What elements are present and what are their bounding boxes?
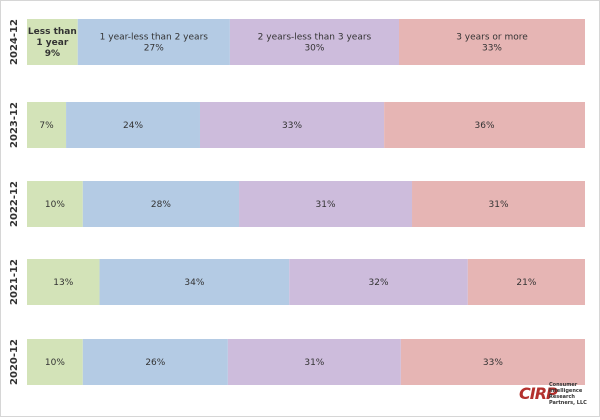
data-label: 32% xyxy=(369,278,389,288)
bar-segment xyxy=(27,339,83,385)
category-label: 2023-12 xyxy=(9,102,20,148)
data-label: 13% xyxy=(53,278,73,288)
bar-segment xyxy=(467,259,585,305)
data-label: 10% xyxy=(45,200,65,210)
bar-segment xyxy=(400,339,585,385)
bar-segment xyxy=(27,181,83,227)
data-label: 33% xyxy=(282,121,302,131)
data-label: 7% xyxy=(39,121,54,131)
bar-segment xyxy=(27,259,100,305)
bar-segment xyxy=(229,19,399,65)
bar-segment xyxy=(289,259,468,305)
category-label: 2021-12 xyxy=(9,259,20,305)
category-label: 2022-12 xyxy=(9,181,20,227)
bar-segment xyxy=(27,102,67,148)
data-label: 21% xyxy=(516,278,536,288)
bar-segment xyxy=(82,181,240,227)
data-label: Less than 1 year 9% xyxy=(28,27,77,59)
data-label: 28% xyxy=(151,200,171,210)
category-label: 2024-12 xyxy=(9,19,20,65)
bar-segment xyxy=(77,19,230,65)
bar-segment xyxy=(82,339,228,385)
bar-segment xyxy=(99,259,290,305)
data-label: 10% xyxy=(45,358,65,368)
category-label: 2020-12 xyxy=(9,339,20,385)
bar-segment xyxy=(227,339,401,385)
bar-segment xyxy=(66,102,200,148)
data-label: 31% xyxy=(489,200,509,210)
data-label: 36% xyxy=(475,121,495,131)
data-label: 31% xyxy=(304,358,324,368)
bar-segment xyxy=(412,181,585,227)
bar-segment xyxy=(27,19,78,65)
data-label: 24% xyxy=(123,121,143,131)
data-label: 34% xyxy=(184,278,204,288)
data-label: 31% xyxy=(316,200,336,210)
cirp-logo: CIRP Consumer Intelligence Research Part… xyxy=(519,380,597,414)
bar-segment xyxy=(199,102,385,148)
bar-segment xyxy=(399,19,585,65)
bar-segment xyxy=(239,181,413,227)
logo-mark: CIRP xyxy=(519,384,558,403)
data-label: 26% xyxy=(145,358,165,368)
data-label: 33% xyxy=(483,358,503,368)
data-label: 3 years or more 33% xyxy=(456,32,528,53)
bar-segment xyxy=(384,102,585,148)
logo-text: Consumer Intelligence Research Partners,… xyxy=(549,382,587,406)
data-label: 1 year-less than 2 years 27% xyxy=(100,32,209,53)
data-label: 2 years-less than 3 years 30% xyxy=(258,32,372,53)
